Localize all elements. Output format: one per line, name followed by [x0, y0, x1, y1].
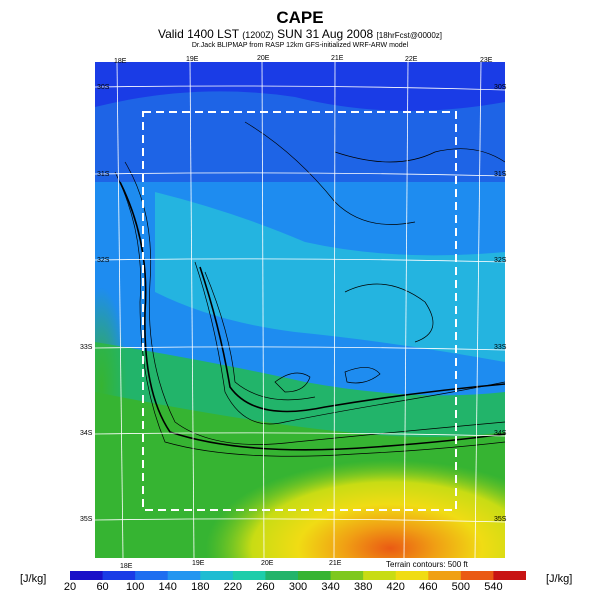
colorbar-tick-label: 300	[288, 581, 308, 593]
lat-label-right: 35S	[494, 516, 507, 523]
lat-label-right: 31S	[494, 171, 507, 178]
colorbar-tick-label: 140	[158, 581, 177, 593]
utc-time: (1200Z)	[242, 30, 274, 40]
lon-label-bottom: 19E	[192, 560, 205, 567]
colorbar-segment	[330, 571, 364, 580]
colorbar-segment	[428, 571, 462, 580]
lon-label-top: 19E	[186, 56, 199, 63]
lat-label-left: 33S	[80, 344, 93, 351]
terrain-contours-major	[119, 181, 505, 451]
cape-field-south	[95, 362, 505, 558]
lat-label-right: 33S	[494, 344, 507, 351]
colorbar-tick-label: 60	[96, 581, 109, 593]
colorbar-tick-label: 420	[386, 581, 405, 593]
colorbar-segment	[395, 571, 429, 580]
valid-date: SUN 31 Aug 2008	[277, 27, 374, 41]
colorbar-segment	[102, 571, 136, 580]
lat-lon-grid	[95, 62, 505, 558]
colorbar-segment	[70, 571, 104, 580]
colorbar-tick-label: 260	[256, 581, 275, 593]
lat-label-left: 34S	[80, 430, 93, 437]
colorbar-tick-label: 500	[451, 581, 471, 593]
lon-label-top: 23E	[480, 57, 493, 64]
colorbar-segment	[135, 571, 169, 580]
cape-map	[95, 62, 505, 558]
map-title: CAPE	[276, 8, 324, 27]
lon-label-top: 18E	[114, 58, 127, 65]
colorbar-segment	[493, 571, 526, 580]
colorbar-segment	[200, 571, 234, 580]
colorbar-tick-label: 220	[223, 581, 243, 593]
colorbar-tick-label: 20	[63, 581, 77, 593]
lon-label-top: 22E	[405, 56, 418, 63]
colorbar-segment	[363, 571, 397, 580]
colorbar-segment	[232, 571, 266, 580]
lon-label-bottom: 18E	[120, 563, 133, 570]
colorbar-unit-right: [J/kg]	[546, 573, 573, 585]
colorbar-tick-label: 180	[191, 581, 210, 593]
lat-label-left: 35S	[80, 516, 93, 523]
colorbar-tick-label: 540	[484, 581, 503, 593]
lat-label-left: 31S	[97, 171, 110, 178]
colorbar-segment	[167, 571, 201, 580]
lat-label-left: 30S	[97, 84, 110, 91]
colorbar-segment	[298, 571, 332, 580]
lat-label-left: 32S	[97, 257, 110, 264]
inner-domain-box	[142, 111, 457, 511]
colorbar-unit-left: [J/kg]	[20, 573, 47, 585]
colorbar-segment	[460, 571, 494, 580]
lon-label-top: 21E	[331, 55, 344, 62]
forecast-info: [18hrFcst@0000z]	[376, 31, 443, 40]
colorbar-tick-label: 460	[419, 581, 438, 593]
lat-label-right: 30S	[494, 84, 507, 91]
lon-label-bottom: 21E	[329, 560, 342, 567]
colorbar	[70, 571, 526, 580]
model-credit: Dr.Jack BLIPMAP from RASP 12km GFS-initi…	[191, 42, 409, 49]
terrain-note: Terrain contours: 500 ft	[386, 560, 468, 569]
valid-time-line: Valid 1400 LST (1200Z) SUN 31 Aug 2008 […	[0, 27, 600, 41]
lat-label-right: 32S	[494, 257, 507, 264]
lon-label-top: 20E	[257, 55, 270, 62]
cape-field-cyan-band	[155, 192, 505, 362]
lat-label-right: 34S	[494, 430, 507, 437]
colorbar-segment	[265, 571, 299, 580]
lon-label-bottom: 20E	[261, 560, 274, 567]
colorbar-tick-label: 340	[321, 581, 340, 593]
colorbar-tick-label: 380	[353, 581, 373, 593]
colorbar-tick-label: 100	[125, 581, 145, 593]
valid-time: Valid 1400 LST	[157, 27, 239, 41]
